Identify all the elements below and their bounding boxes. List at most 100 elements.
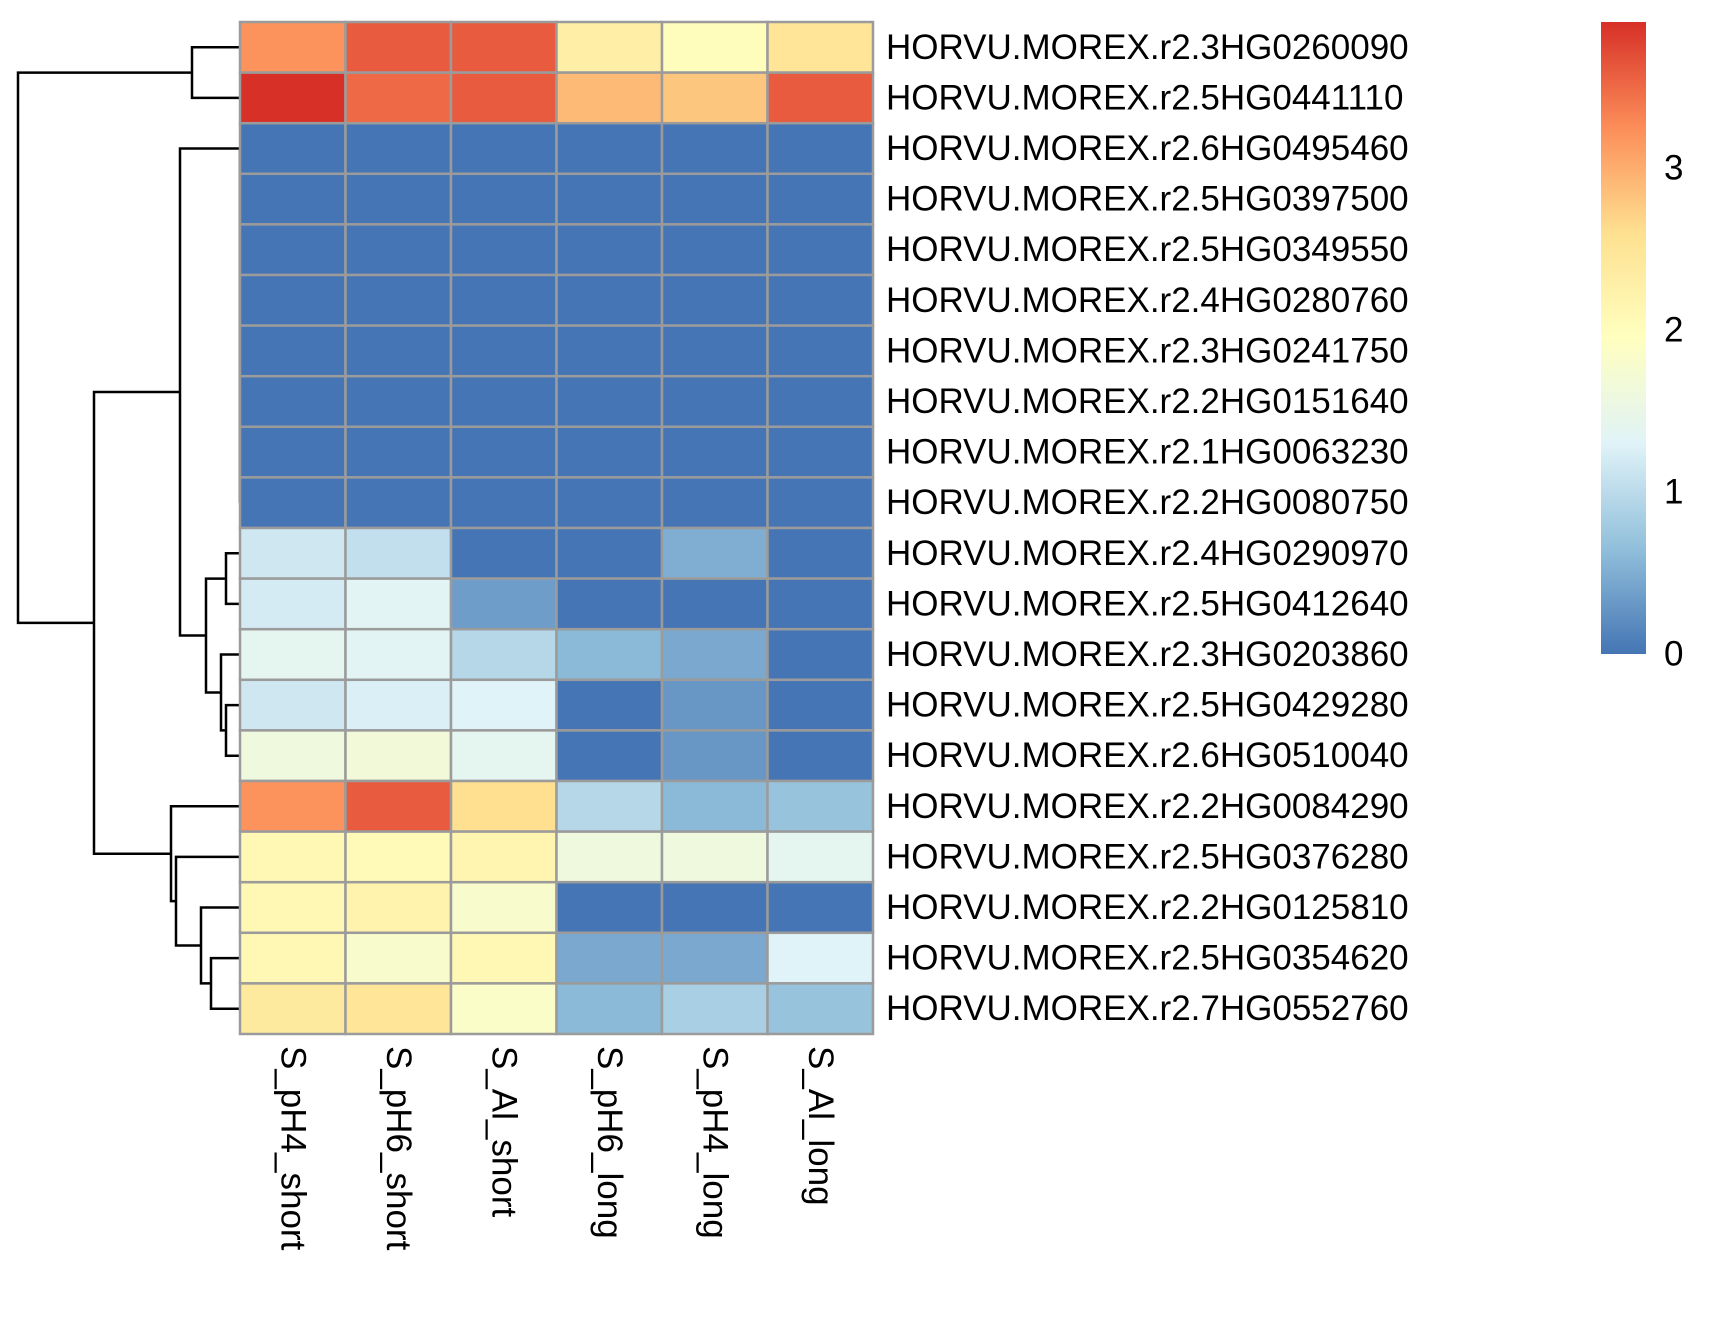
heatmap-cell bbox=[344, 678, 453, 732]
dendrogram-branch bbox=[169, 805, 240, 903]
dendrogram-branch bbox=[174, 855, 240, 947]
row-label: HORVU.MOREX.r2.5HG0441110 bbox=[886, 78, 1403, 117]
heatmap-cell bbox=[449, 982, 558, 1036]
heatmap-cell bbox=[449, 273, 558, 327]
heatmap-cell bbox=[555, 476, 664, 530]
heatmap-cell bbox=[555, 577, 664, 631]
row-label: HORVU.MOREX.r2.4HG0290970 bbox=[886, 534, 1409, 573]
heatmap-cell bbox=[660, 982, 769, 1036]
heatmap-cell bbox=[344, 121, 453, 176]
heatmap-cell bbox=[238, 982, 347, 1036]
colorbar-gradient bbox=[1601, 22, 1646, 654]
heatmap-cell bbox=[660, 273, 769, 327]
heatmap-cell bbox=[238, 729, 347, 783]
heatmap-cell bbox=[344, 273, 453, 327]
heatmap-cell bbox=[344, 931, 453, 985]
heatmap-cell bbox=[449, 425, 558, 479]
heatmap-cell bbox=[766, 223, 875, 277]
colorbar-tick-label: 2 bbox=[1664, 310, 1683, 349]
heatmap-cell bbox=[766, 627, 875, 682]
heatmap-cell bbox=[660, 577, 769, 631]
heatmap-cell bbox=[766, 880, 875, 935]
heatmap-cell bbox=[344, 830, 453, 884]
colorbar-tick-label: 3 bbox=[1664, 148, 1683, 187]
heatmap-cell bbox=[449, 729, 558, 783]
heatmap-cell bbox=[766, 779, 875, 833]
heatmap-cell bbox=[555, 20, 664, 74]
heatmap-cell bbox=[555, 931, 664, 985]
heatmap-cell bbox=[238, 830, 347, 884]
colorbar-tick-label: 0 bbox=[1664, 635, 1683, 674]
heatmap-cells bbox=[238, 20, 875, 1036]
heatmap-cell bbox=[660, 425, 769, 479]
dendrogram-branch bbox=[209, 956, 240, 1010]
row-label: HORVU.MOREX.r2.5HG0376280 bbox=[886, 837, 1409, 876]
heatmap-cell bbox=[344, 374, 453, 429]
heatmap-cell bbox=[449, 324, 558, 378]
heatmap-cell bbox=[660, 627, 769, 682]
heatmap-cell bbox=[555, 121, 664, 176]
row-labels: HORVU.MOREX.r2.3HG0260090 HORVU.MOREX.r2.… bbox=[886, 28, 1409, 1028]
heatmap-cell bbox=[449, 830, 558, 884]
colorbar-legend: 0 1 2 3 bbox=[1601, 22, 1683, 674]
heatmap-cell bbox=[660, 931, 769, 985]
heatmap-cell bbox=[238, 476, 347, 530]
heatmap-cell bbox=[449, 577, 558, 631]
column-label: S_pH4_short bbox=[273, 1046, 312, 1251]
column-labels: S_pH4_short S_pH6_short S_Al_short S_pH6_lo… bbox=[273, 1046, 840, 1251]
heatmap-cell bbox=[449, 526, 558, 580]
heatmap-cell bbox=[766, 577, 875, 631]
heatmap-cell bbox=[238, 577, 347, 631]
heatmap-cell bbox=[344, 577, 453, 631]
heatmap-cell bbox=[344, 20, 453, 74]
heatmap-cell bbox=[766, 982, 875, 1036]
heatmap-cell bbox=[449, 223, 558, 277]
heatmap-cell bbox=[555, 273, 664, 327]
row-label: HORVU.MOREX.r2.3HG0260090 bbox=[886, 28, 1409, 67]
heatmap-cell bbox=[555, 779, 664, 833]
heatmap-cell bbox=[344, 779, 453, 833]
heatmap-cell bbox=[449, 678, 558, 732]
heatmap-cell bbox=[660, 476, 769, 530]
heatmap-cell bbox=[344, 627, 453, 682]
heatmap-cell bbox=[238, 526, 347, 580]
heatmap-cell bbox=[766, 729, 875, 783]
heatmap-cell bbox=[238, 273, 347, 327]
colorbar-tick-label: 1 bbox=[1664, 472, 1683, 511]
heatmap-cell bbox=[344, 324, 453, 378]
heatmap-cell bbox=[660, 779, 769, 833]
heatmap-cell bbox=[660, 729, 769, 783]
heatmap-cell bbox=[449, 476, 558, 530]
heatmap-cell bbox=[238, 20, 347, 74]
column-label: S_pH6_long bbox=[590, 1046, 629, 1239]
heatmap-cell bbox=[449, 627, 558, 682]
heatmap-cell bbox=[766, 71, 875, 125]
heatmap-cell bbox=[344, 476, 453, 530]
heatmap-cell bbox=[238, 121, 347, 176]
row-label: HORVU.MOREX.r2.6HG0495460 bbox=[886, 129, 1409, 168]
heatmap-cell bbox=[238, 678, 347, 732]
row-label: HORVU.MOREX.r2.5HG0354620 bbox=[886, 939, 1409, 978]
row-label: HORVU.MOREX.r2.5HG0429280 bbox=[886, 686, 1409, 725]
row-label: HORVU.MOREX.r2.5HG0412640 bbox=[886, 584, 1409, 623]
heatmap-cell bbox=[766, 121, 875, 176]
heatmap-cell bbox=[555, 425, 664, 479]
heatmap-cell bbox=[449, 172, 558, 226]
heatmap-cell bbox=[344, 880, 453, 935]
heatmap-cell bbox=[555, 172, 664, 226]
heatmap-cell bbox=[555, 526, 664, 580]
heatmap-cell bbox=[766, 526, 875, 580]
heatmap-cell bbox=[555, 71, 664, 125]
row-label: HORVU.MOREX.r2.4HG0280760 bbox=[886, 281, 1409, 320]
row-label: HORVU.MOREX.r2.2HG0125810 bbox=[886, 888, 1409, 927]
column-label: S_pH6_short bbox=[379, 1046, 418, 1251]
heatmap-cell bbox=[555, 627, 664, 682]
row-label: HORVU.MOREX.r2.6HG0510040 bbox=[886, 736, 1409, 775]
heatmap-cell bbox=[766, 476, 875, 530]
heatmap-cell bbox=[555, 880, 664, 935]
heatmap-cell bbox=[238, 425, 347, 479]
heatmap-cell bbox=[238, 931, 347, 985]
heatmap-cell bbox=[344, 172, 453, 226]
heatmap-cell bbox=[449, 71, 558, 125]
